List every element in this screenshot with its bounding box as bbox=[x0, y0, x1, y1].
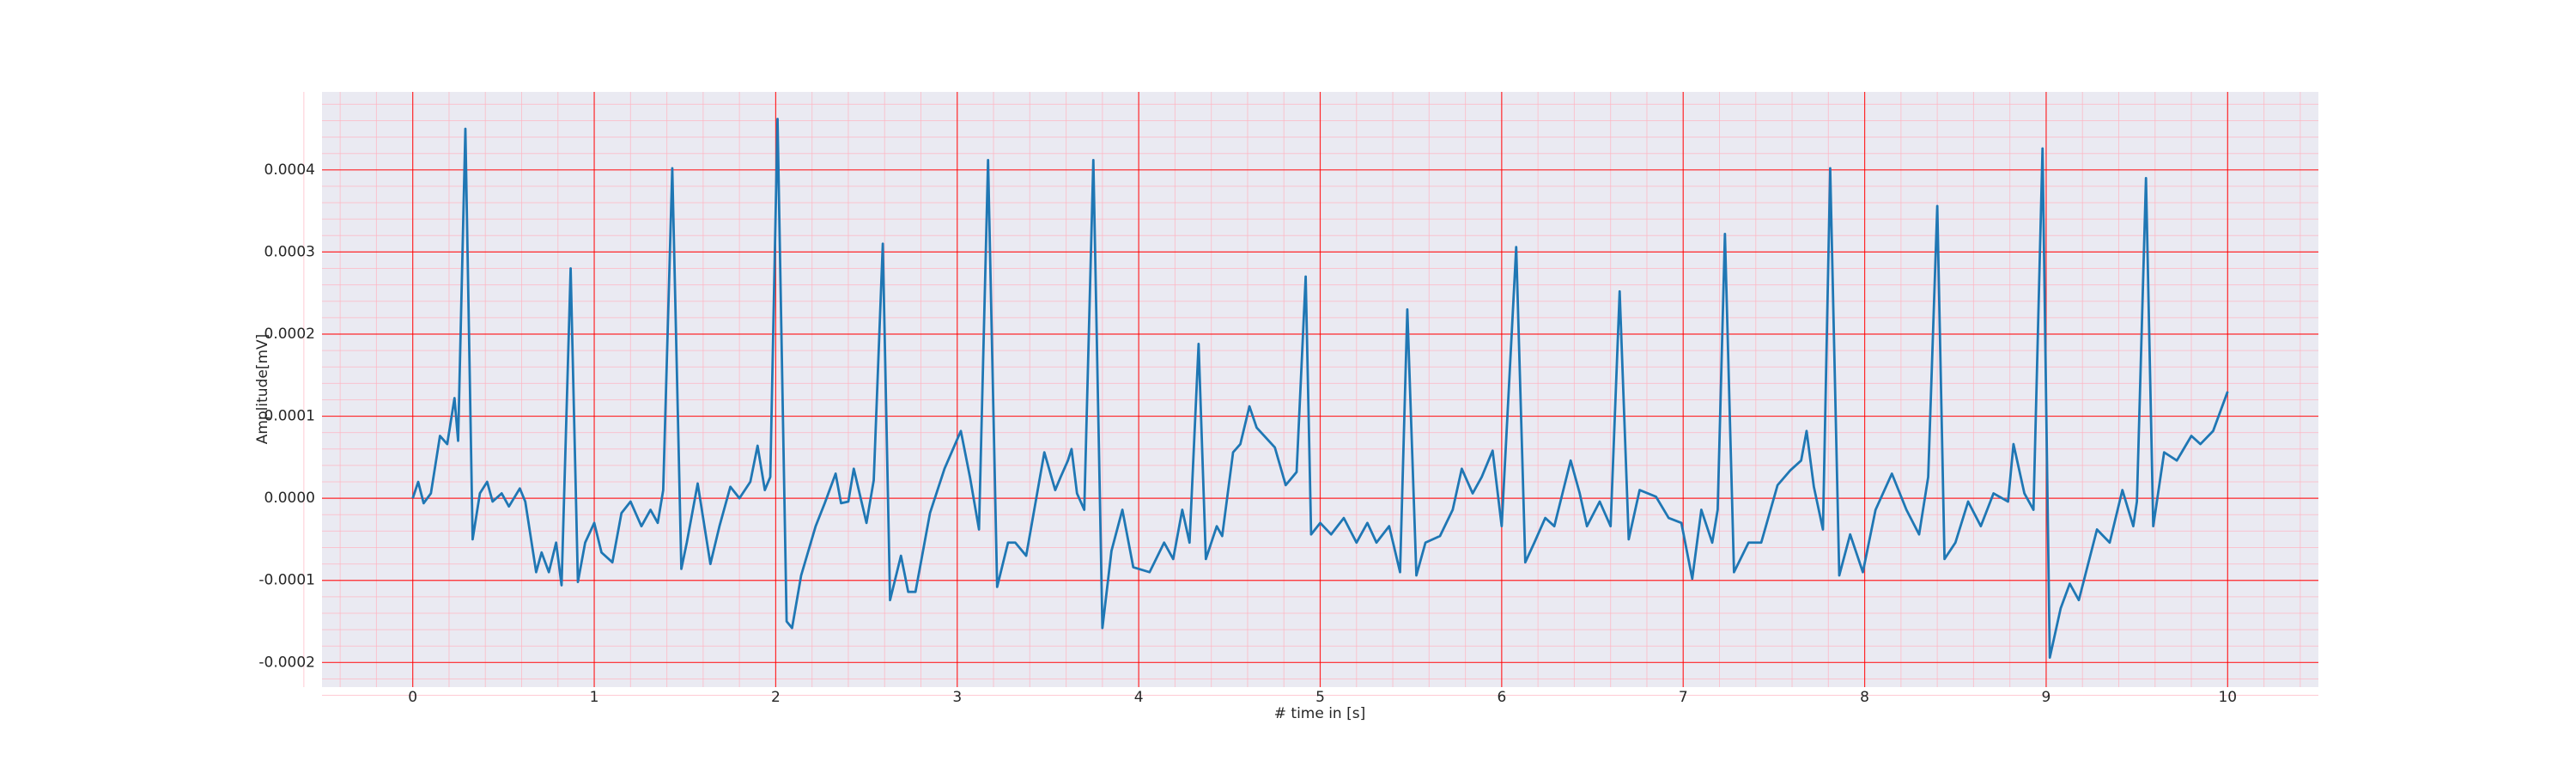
y-tick-label: 0.0004 bbox=[264, 161, 315, 179]
x-tick-label: 7 bbox=[1679, 689, 1688, 706]
y-tick-label: 0.0002 bbox=[264, 326, 315, 343]
x-tick-label: 6 bbox=[1497, 689, 1506, 706]
x-tick-label: 5 bbox=[1315, 689, 1325, 706]
plot-area bbox=[303, 92, 2318, 697]
x-tick-label: 0 bbox=[408, 689, 417, 706]
x-tick-label: 8 bbox=[1860, 689, 1869, 706]
y-tick-label: -0.0001 bbox=[258, 572, 315, 589]
y-tick-label: -0.0002 bbox=[258, 654, 315, 671]
x-tick-label: 1 bbox=[590, 689, 599, 706]
y-tick-label: 0.0003 bbox=[264, 243, 315, 260]
y-axis-label: Amplitude[mV] bbox=[254, 334, 271, 445]
x-tick-label: 3 bbox=[952, 689, 962, 706]
x-tick-label: 2 bbox=[771, 689, 781, 706]
ecg-line bbox=[411, 118, 2229, 659]
x-axis-label: # time in [s] bbox=[1274, 705, 1365, 722]
x-tick-label: 9 bbox=[2042, 689, 2051, 706]
y-tick-label: 0.0001 bbox=[264, 408, 315, 425]
x-tick-label: 10 bbox=[2218, 689, 2237, 706]
x-tick-label: 4 bbox=[1134, 689, 1144, 706]
y-tick-label: 0.0000 bbox=[264, 490, 315, 507]
